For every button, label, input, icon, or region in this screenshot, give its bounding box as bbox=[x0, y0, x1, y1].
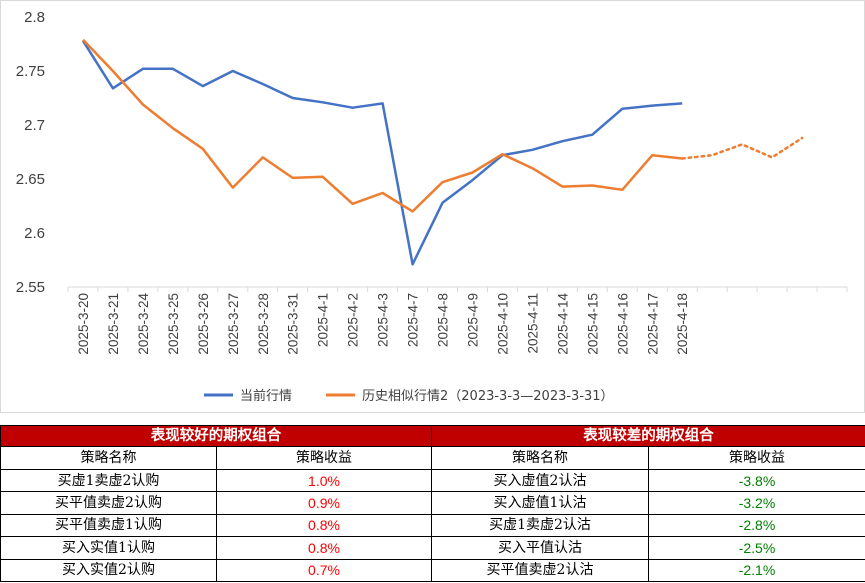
series-line-0 bbox=[81, 40, 683, 266]
x-tick-label: 2025-3-20 bbox=[76, 293, 91, 355]
table-row: 买入平值认沽 -2.5% bbox=[431, 536, 865, 560]
strategy-return: 1.0% bbox=[216, 468, 432, 493]
table-row: 买虚1卖虚2认购 1.0% bbox=[0, 468, 432, 493]
strategy-return: -3.2% bbox=[648, 491, 865, 515]
strategy-name: 买平值卖虚1认购 bbox=[0, 513, 217, 538]
table-row: 买平值卖虚2认沽 -2.1% bbox=[431, 558, 865, 583]
x-tick-label: 2025-4-3 bbox=[376, 293, 391, 347]
x-tick-label: 2025-3-31 bbox=[286, 293, 301, 355]
x-tick-label: 2025-3-27 bbox=[226, 293, 241, 355]
strategy-name: 买平值卖虚2认购 bbox=[0, 491, 217, 515]
strategy-return: 0.8% bbox=[216, 536, 432, 560]
table-row: 买虚1卖虚2认沽 -2.8% bbox=[431, 513, 865, 538]
y-tick-label: 2.7 bbox=[24, 117, 45, 134]
strategy-name: 买虚1卖虚2认购 bbox=[0, 468, 217, 493]
legend: 当前行情 历史相似行情2（2023-3-3—2023-3-31） bbox=[204, 388, 614, 404]
series-lines bbox=[81, 38, 804, 266]
y-tick-label: 2.75 bbox=[16, 63, 45, 80]
strategy-name: 买入平值认沽 bbox=[431, 536, 649, 560]
good-strategies-table: 表现较好的期权组合 策略名称 策略收益 买虚1卖虚2认购 1.0% 买平值卖虚2认购… bbox=[0, 424, 432, 583]
x-tick-label: 2025-4-15 bbox=[585, 293, 600, 355]
strategy-return: -2.1% bbox=[648, 558, 865, 583]
strategy-return: -2.5% bbox=[648, 536, 865, 560]
x-tick-label: 2025-4-9 bbox=[465, 293, 480, 347]
legend-label-current: 当前行情 bbox=[240, 388, 292, 404]
x-tick-label: 2025-4-2 bbox=[346, 293, 361, 347]
strategy-return: 0.8% bbox=[216, 513, 432, 538]
table-row: 买入虚值2认沽 -3.8% bbox=[431, 468, 865, 493]
table-row: 买入虚值1认沽 -3.2% bbox=[431, 491, 865, 515]
line-chart-panel: 2.55 2.6 2.65 2.7 2.75 2.8 2025-3-20 2025-3-21… bbox=[0, 0, 865, 413]
line-chart: 2.55 2.6 2.65 2.7 2.75 2.8 2025-3-20 2025-3-21… bbox=[16, 9, 848, 404]
x-axis-ticks: 2025-3-20 2025-3-21 2025-3-24 2025-3-25 2025… bbox=[67, 287, 848, 355]
x-tick-label: 2025-4-16 bbox=[615, 293, 630, 355]
x-tick-label: 2025-3-26 bbox=[196, 293, 211, 355]
good-col-value-header: 策略收益 bbox=[216, 446, 432, 470]
strategy-name: 买平值卖虚2认沽 bbox=[431, 558, 649, 583]
bad-col-name-header: 策略名称 bbox=[431, 446, 649, 470]
x-tick-label: 2025-4-18 bbox=[675, 293, 690, 355]
x-tick-label: 2025-4-11 bbox=[525, 293, 540, 354]
table-row: 买平值卖虚2认购 0.9% bbox=[0, 491, 432, 515]
strategy-name: 买入实值1认购 bbox=[0, 536, 217, 560]
strategy-return: -3.8% bbox=[648, 468, 865, 493]
table-row: 买入实值1认购 0.8% bbox=[0, 536, 432, 560]
series-line-1-projection bbox=[680, 136, 804, 160]
table-row: 买平值卖虚1认购 0.8% bbox=[0, 513, 432, 538]
strategy-name: 买入虚值1认沽 bbox=[431, 491, 649, 515]
x-tick-label: 2025-3-28 bbox=[256, 293, 271, 355]
strategy-name: 买虚1卖虚2认沽 bbox=[431, 513, 649, 538]
x-tick-label: 2025-4-10 bbox=[495, 293, 510, 355]
x-tick-label: 2025-4-14 bbox=[555, 293, 570, 355]
bad-col-value-header: 策略收益 bbox=[648, 446, 865, 470]
strategy-name: 买入虚值2认沽 bbox=[431, 468, 649, 493]
strategy-return: 0.9% bbox=[216, 491, 432, 515]
x-tick-label: 2025-3-21 bbox=[106, 293, 121, 355]
strategy-return: 0.7% bbox=[216, 558, 432, 583]
y-tick-label: 2.55 bbox=[16, 279, 45, 296]
y-tick-label: 2.6 bbox=[24, 225, 45, 242]
table-row: 买入实值2认购 0.7% bbox=[0, 558, 432, 583]
series-line-1 bbox=[82, 38, 683, 213]
x-tick-label: 2025-4-17 bbox=[645, 293, 660, 355]
x-tick-label: 2025-4-7 bbox=[406, 293, 421, 347]
strategy-return: -2.8% bbox=[648, 513, 865, 538]
good-col-name-header: 策略名称 bbox=[0, 446, 217, 470]
bad-strategies-table: 表现较差的期权组合 策略名称 策略收益 买入虚值2认沽 -3.8% 买入虚值1认沽 -… bbox=[431, 424, 865, 583]
legend-label-history: 历史相似行情2（2023-3-3—2023-3-31） bbox=[362, 389, 614, 404]
bad-table-title: 表现较差的期权组合 bbox=[431, 424, 865, 448]
x-tick-label: 2025-4-1 bbox=[316, 293, 331, 347]
y-tick-label: 2.8 bbox=[24, 9, 45, 26]
good-table-title: 表现较好的期权组合 bbox=[0, 424, 432, 448]
y-axis-ticks: 2.55 2.6 2.65 2.7 2.75 2.8 bbox=[16, 9, 45, 296]
y-tick-label: 2.65 bbox=[16, 171, 45, 188]
x-tick-label: 2025-3-25 bbox=[166, 293, 181, 355]
x-tick-label: 2025-3-24 bbox=[136, 293, 151, 355]
x-tick-label: 2025-4-8 bbox=[436, 293, 451, 347]
strategy-tables: 表现较好的期权组合 策略名称 策略收益 买虚1卖虚2认购 1.0% 买平值卖虚2认购… bbox=[0, 424, 865, 583]
strategy-name: 买入实值2认购 bbox=[0, 558, 217, 583]
